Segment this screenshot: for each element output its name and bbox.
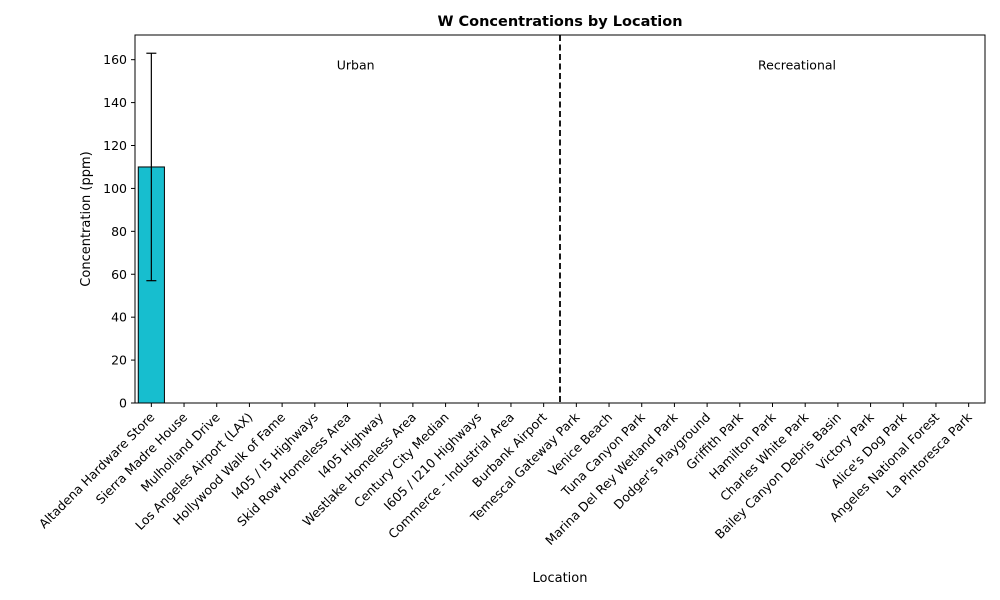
y-tick-label: 0 — [119, 396, 127, 411]
y-tick-label: 100 — [103, 181, 127, 196]
y-tick-label: 160 — [103, 52, 127, 67]
y-tick-label: 20 — [111, 353, 127, 368]
plot-area: Urban Recreational020406080100120140160Al… — [36, 34, 986, 548]
y-tick-label: 120 — [103, 138, 127, 153]
y-axis-label: Concentration (ppm) — [79, 151, 94, 286]
x-axis-label: Location — [533, 571, 588, 586]
y-tick-label: 80 — [111, 224, 127, 239]
region-label: Recreational — [758, 58, 836, 73]
chart-title: W Concentrations by Location — [437, 14, 682, 30]
region-label: Urban — [337, 58, 375, 73]
plot-frame — [134, 34, 986, 404]
y-tick-label: 60 — [111, 267, 127, 282]
y-tick-label: 140 — [103, 95, 127, 110]
y-tick-label: 40 — [111, 310, 127, 325]
